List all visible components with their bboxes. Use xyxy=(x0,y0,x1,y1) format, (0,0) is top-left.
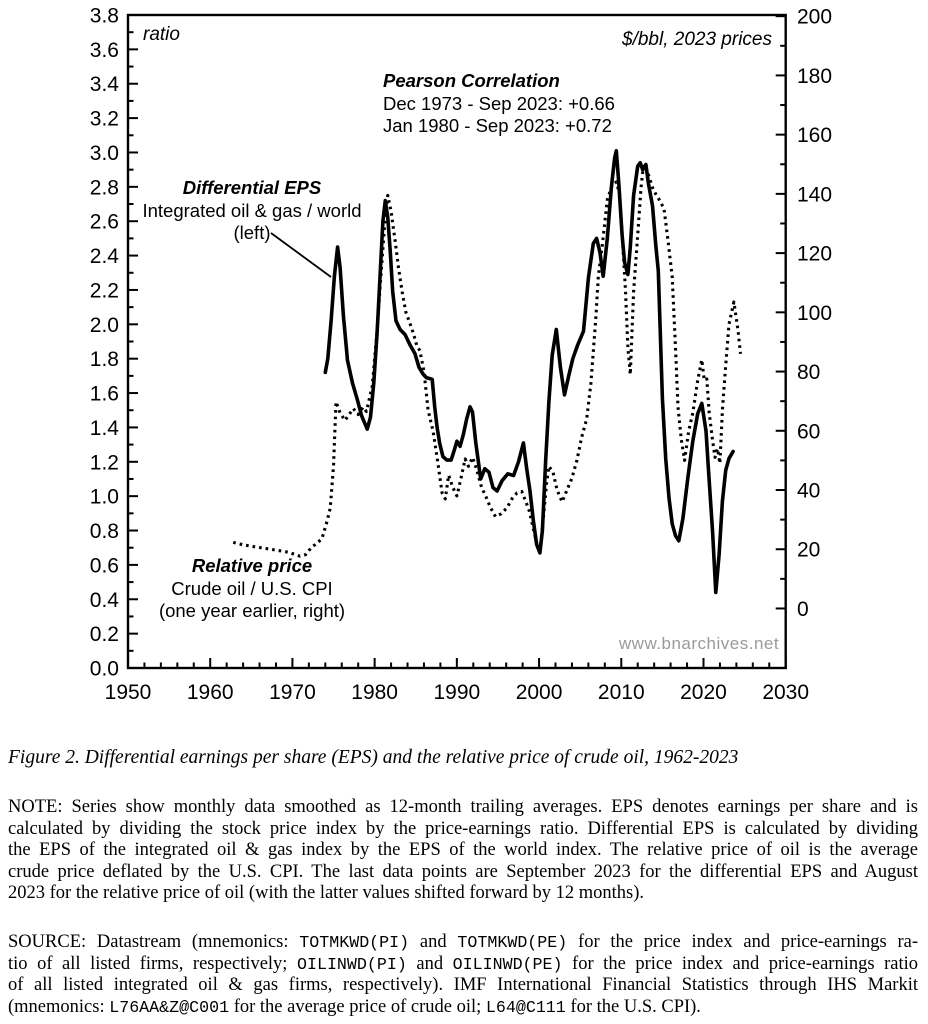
left-axis-tick-label: 3.8 xyxy=(90,5,119,28)
left-axis-tick-label: 1.8 xyxy=(90,348,119,371)
note-paragraph: NOTE: Series show monthly data smoothed … xyxy=(8,797,918,905)
text-segment: calculated by dividing the stock price i… xyxy=(8,818,918,839)
x-axis-tick-label: 1950 xyxy=(105,681,152,704)
right-axis-tick-label: 60 xyxy=(797,420,820,443)
x-axis-tick-label: 2020 xyxy=(680,681,727,704)
x-axis-tick-label: 1960 xyxy=(187,681,234,704)
chart-region: 1950 1960 1970 1980 1990 2000 2010 2020 2030 0.0 0… xyxy=(90,5,832,705)
mnemonic: OILINWD(PI) xyxy=(296,954,407,974)
right-axis-tick-label: 0 xyxy=(797,598,809,621)
pearson-title: Pearson Correlation xyxy=(383,70,560,91)
text-segment: crude price deflated by the U.S. CPI. Th… xyxy=(8,861,918,882)
line-chart: 1950 1960 1970 1980 1990 2000 2010 2020 20300.00… xyxy=(90,5,832,705)
text-segment: and xyxy=(406,953,453,974)
source-paragraph: SOURCE: Datastream (mnemonics: TOTMKWD(P… xyxy=(8,932,918,1018)
left-axis-tick-label: 0.8 xyxy=(90,520,119,543)
text-segment: of all listed integrated oil & gas firms… xyxy=(8,975,918,996)
left-axis-tick-label: 1.4 xyxy=(90,417,120,440)
mnemonic: L76AA&Z@C001 xyxy=(109,997,230,1017)
text-segment: for the price index and price-earnings r… xyxy=(562,953,919,974)
pearson-line-1: Dec 1973 - Sep 2023: +0.66 xyxy=(383,92,615,114)
source-para-line-4: (mnemonics: L76AA&Z@C001 for the average… xyxy=(8,997,918,1019)
relative-price-title: Relative price xyxy=(191,555,313,576)
mnemonic: TOTMKWD(PE) xyxy=(457,933,568,952)
pearson-line-2: Jan 1980 - Sep 2023: +0.72 xyxy=(383,115,612,136)
x-axis-tick-label: 1990 xyxy=(433,681,480,704)
right-axis-tick-label: 20 xyxy=(797,539,820,562)
differential-eps-line-2: (left) xyxy=(233,222,271,243)
left-axis-tick-label: 1.6 xyxy=(90,383,119,406)
x-axis-tick-label: 2000 xyxy=(516,681,563,704)
left-axis-tick-label: 3.4 xyxy=(90,73,120,96)
source-para-line-2: tio of all listed firms, respectively; O… xyxy=(8,954,918,976)
text-segment: for the average price of crude oil; xyxy=(229,996,486,1017)
pearson-correlation-annotation: Pearson Correlation Dec 1973 - Sep 2023:… xyxy=(383,70,615,138)
differential-eps-line-1: Integrated oil & gas / world xyxy=(142,199,362,221)
left-axis-tick-label: 0.0 xyxy=(90,658,119,681)
left-axis-tick-label: 3.2 xyxy=(90,108,119,131)
right-axis-tick-label: 40 xyxy=(797,480,820,503)
relative-price-annotation: Relative price Crude oil / U.S. CPI (one… xyxy=(112,555,392,623)
differential-eps-annotation: Differential EPS Integrated oil & gas / … xyxy=(112,177,392,245)
note-para-line-1: NOTE: Series show monthly data smoothed … xyxy=(8,797,918,819)
left-axis-tick-label: 1.2 xyxy=(90,451,119,474)
mnemonic: TOTMKWD(PI) xyxy=(299,933,410,952)
text-segment: NOTE: Series show monthly data smoothed … xyxy=(8,797,918,817)
text-segment: tio of all listed firms, respectively; xyxy=(8,953,297,974)
source-para-line-3: of all listed integrated oil & gas firms… xyxy=(8,975,918,997)
x-axis-tick-label: 2030 xyxy=(762,681,809,704)
left-axis-tick-label: 2.6 xyxy=(90,211,119,234)
text-segment: (mnemonics: xyxy=(8,996,110,1017)
left-axis-tick-label: 3.0 xyxy=(90,142,119,165)
left-axis-tick-label: 2.2 xyxy=(90,279,119,302)
note-para-line-3: the EPS of the integrated oil & gas inde… xyxy=(8,840,918,862)
right-axis-tick-label: 180 xyxy=(797,65,832,88)
text-segment: SOURCE: Datastream (mnemonics: xyxy=(8,932,300,952)
annotation-pointer-line xyxy=(270,232,332,278)
differential-eps-title: Differential EPS xyxy=(182,177,322,198)
mnemonic: OILINWD(PE) xyxy=(452,954,563,974)
text-segment: the EPS of the integrated oil & gas inde… xyxy=(8,840,918,861)
right-axis-tick-label: 80 xyxy=(797,361,820,384)
left-axis-tick-label: 0.2 xyxy=(90,623,119,646)
left-axis-tick-label: 2.4 xyxy=(90,245,120,268)
left-axis-tick-label: 1.0 xyxy=(90,486,119,509)
right-axis-tick-label: 100 xyxy=(797,302,832,325)
text-segment: for the price index and price-earnings r… xyxy=(567,932,918,952)
left-axis-unit-label: ratio xyxy=(143,24,180,45)
text-segment: and xyxy=(409,932,458,952)
note-para-line-2: calculated by dividing the stock price i… xyxy=(8,819,918,841)
right-axis-tick-label: 200 xyxy=(797,6,832,29)
right-axis-tick-label: 140 xyxy=(797,183,832,206)
left-axis-tick-label: 2.0 xyxy=(90,314,119,337)
watermark: www.bnarchives.net xyxy=(618,634,780,653)
figure-caption: Figure 2. Differential earnings per shar… xyxy=(8,747,739,768)
source-para-line-1: SOURCE: Datastream (mnemonics: TOTMKWD(P… xyxy=(8,932,918,954)
left-axis-tick-label: 2.8 xyxy=(90,176,119,199)
note-para-line-5: 2023 for the relative price of oil (with… xyxy=(8,883,918,905)
right-axis-unit-label: $/bbl, 2023 prices xyxy=(622,29,772,50)
left-axis-tick-label: 3.6 xyxy=(90,39,119,62)
x-axis-tick-label: 1980 xyxy=(351,681,398,704)
text-segment: for the U.S. CPI). xyxy=(565,996,701,1017)
mnemonic: L64@C111 xyxy=(485,997,566,1017)
note-para-line-4: crude price deflated by the U.S. CPI. Th… xyxy=(8,862,918,884)
left-axis-tick-label: 0.6 xyxy=(90,554,119,577)
left-axis-tick-label: 0.4 xyxy=(90,589,120,612)
relative-price-line-1: Crude oil / U.S. CPI xyxy=(171,577,333,599)
right-axis-tick-label: 160 xyxy=(797,124,832,147)
right-axis-tick-label: 120 xyxy=(797,243,832,266)
x-axis-tick-label: 1970 xyxy=(269,681,316,704)
text-segment: 2023 for the relative price of oil (with… xyxy=(8,883,645,904)
x-axis-tick-label: 2010 xyxy=(598,681,645,704)
series-differential-eps-line xyxy=(323,149,735,595)
relative-price-line-2: (one year earlier, right) xyxy=(158,600,346,621)
